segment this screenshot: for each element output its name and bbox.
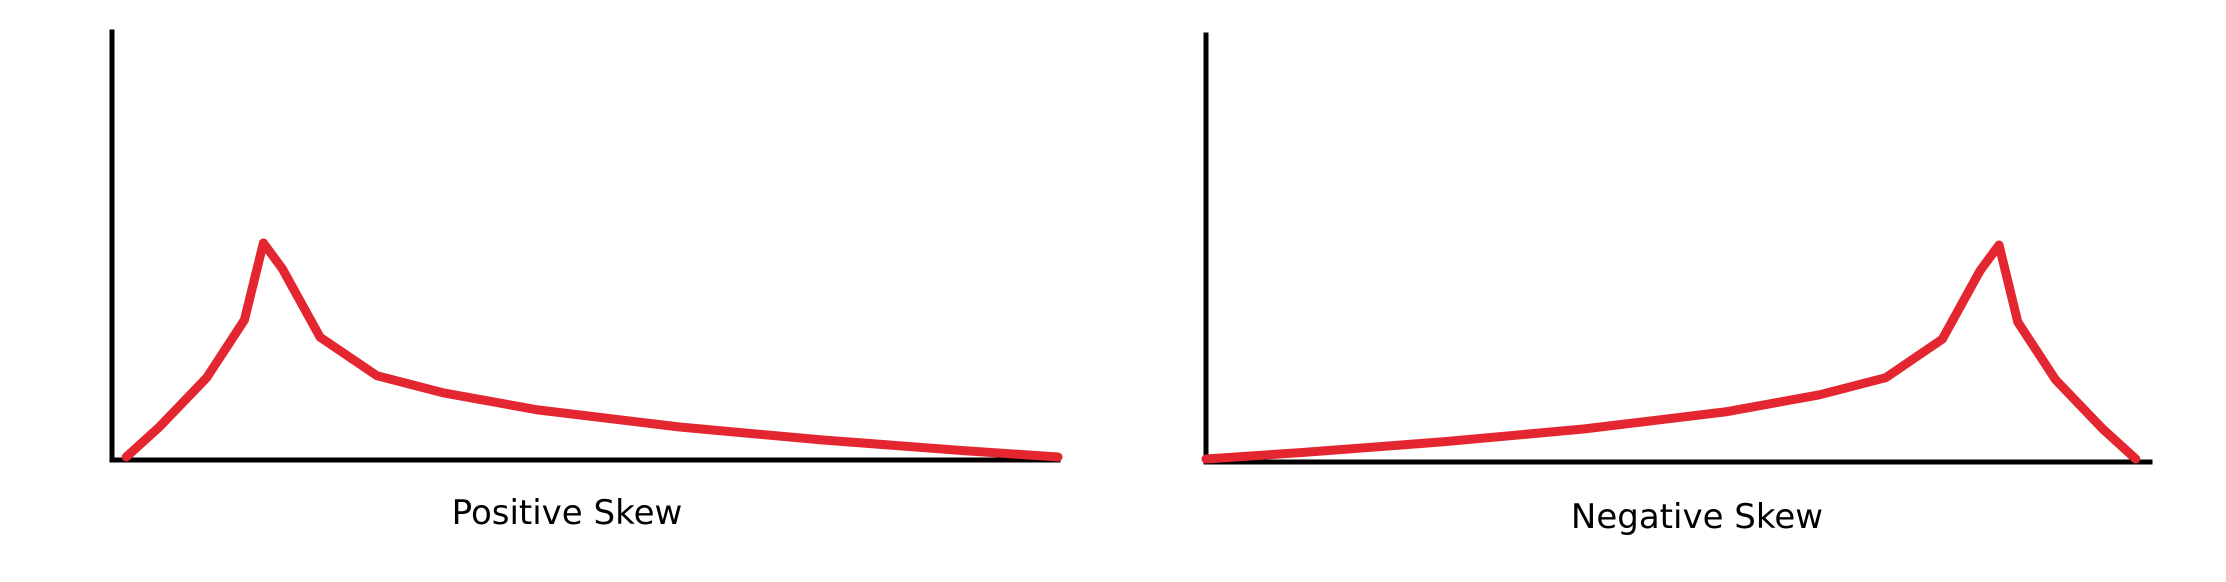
positive-skew-caption: Positive Skew: [452, 493, 683, 533]
negative-skew-caption: Negative Skew: [1571, 497, 1823, 537]
positive-skew-curve: [121, 238, 1063, 462]
negative-skew-panel: Negative Skew: [1201, 32, 2153, 537]
positive-skew-panel: Positive Skew: [109, 29, 1063, 533]
negative-skew-curve: [1201, 240, 2141, 464]
